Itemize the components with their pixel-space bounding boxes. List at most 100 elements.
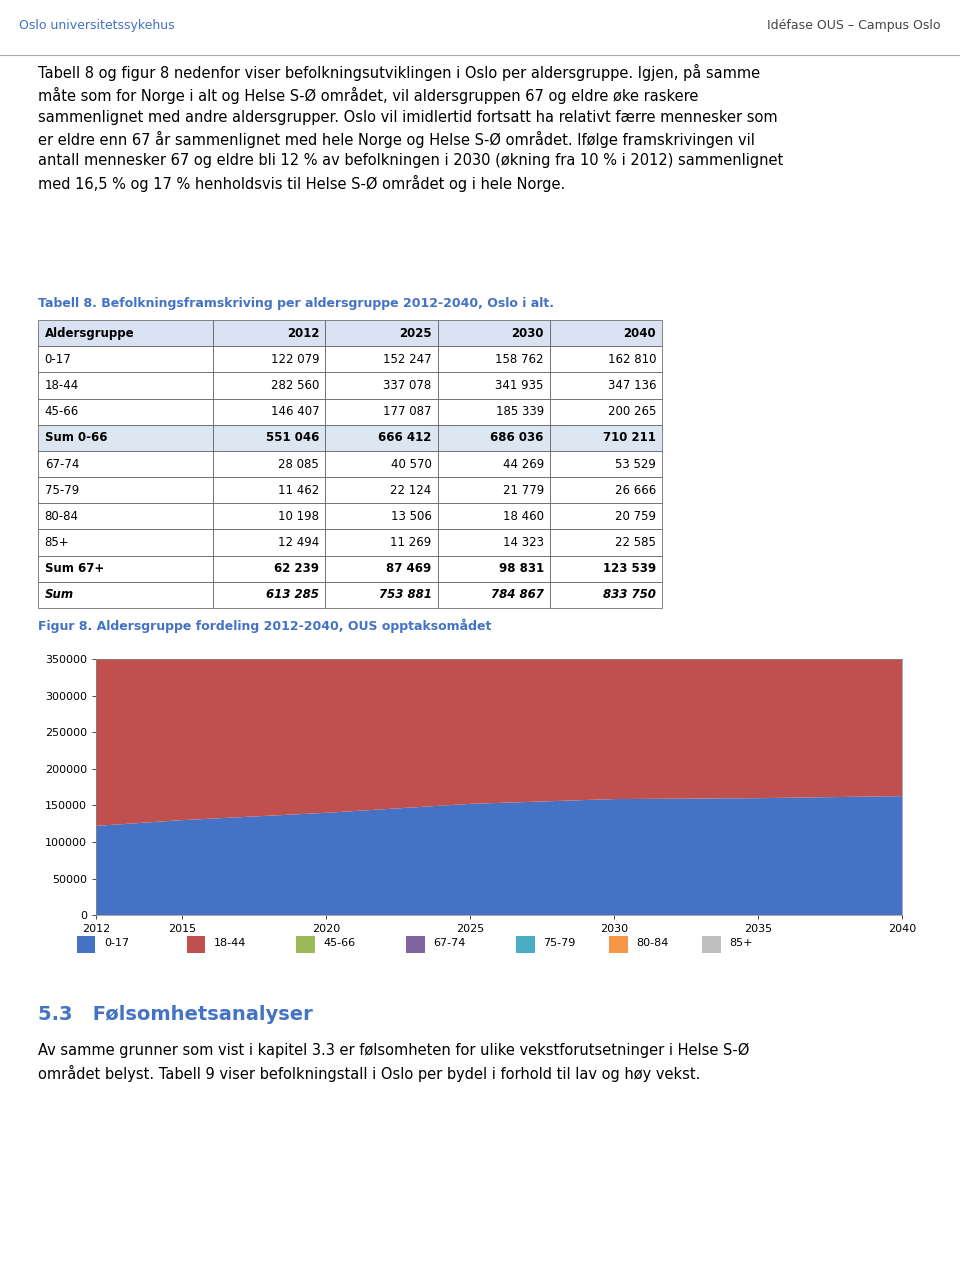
Text: 666 412: 666 412 (378, 431, 432, 444)
Bar (325, 582, 438, 608)
Text: 152 247: 152 247 (383, 353, 432, 366)
Bar (38, 320, 213, 346)
Bar (38, 425, 213, 451)
Text: 75-79: 75-79 (44, 484, 79, 497)
Bar (213, 556, 325, 582)
Text: Sum 0-66: Sum 0-66 (44, 431, 108, 444)
Bar (438, 477, 550, 503)
Text: 2025: 2025 (399, 326, 432, 339)
Text: Figur 8. Aldersgruppe fordeling 2012-2040, OUS opptaksomådet: Figur 8. Aldersgruppe fordeling 2012-204… (38, 618, 492, 634)
Text: 85+: 85+ (729, 938, 753, 948)
Bar (38, 372, 213, 398)
Bar (213, 346, 325, 372)
Bar (702, 936, 721, 952)
Text: 22 585: 22 585 (615, 536, 657, 549)
Bar (38, 346, 213, 372)
Bar (325, 425, 438, 451)
Bar (213, 582, 325, 608)
Bar (550, 530, 662, 556)
Bar (213, 398, 325, 425)
Bar (550, 372, 662, 398)
Text: 833 750: 833 750 (603, 589, 657, 602)
Text: Sum 67+: Sum 67+ (44, 562, 104, 575)
Text: 123 539: 123 539 (603, 562, 657, 575)
Text: 0-17: 0-17 (44, 353, 71, 366)
Text: 0-17: 0-17 (104, 938, 129, 948)
Text: Tabell 8. Befolkningsframskriving per aldersgruppe 2012-2040, Oslo i alt.: Tabell 8. Befolkningsframskriving per al… (38, 297, 555, 310)
Text: Oslo universitetssykehus: Oslo universitetssykehus (19, 19, 175, 32)
Text: 11 269: 11 269 (391, 536, 432, 549)
Bar (438, 582, 550, 608)
Bar (213, 451, 325, 477)
Bar (325, 503, 438, 530)
Bar (550, 582, 662, 608)
Bar (297, 936, 315, 952)
Text: 158 762: 158 762 (495, 353, 544, 366)
Text: 2040: 2040 (624, 326, 657, 339)
Text: 162 810: 162 810 (608, 353, 657, 366)
Bar (438, 503, 550, 530)
Text: 282 560: 282 560 (271, 379, 319, 392)
Text: Idéfase OUS – Campus Oslo: Idéfase OUS – Campus Oslo (767, 19, 941, 32)
Bar (325, 556, 438, 582)
Bar (438, 346, 550, 372)
Text: 5.3   Følsomhetsanalyser: 5.3 Følsomhetsanalyser (38, 1005, 313, 1024)
Text: 146 407: 146 407 (271, 406, 319, 419)
Text: Aldersgruppe: Aldersgruppe (44, 326, 134, 339)
Text: 62 239: 62 239 (275, 562, 319, 575)
Bar (438, 530, 550, 556)
Text: 347 136: 347 136 (608, 379, 657, 392)
Bar (438, 425, 550, 451)
Text: 13 506: 13 506 (391, 509, 432, 522)
Bar (38, 398, 213, 425)
Bar (550, 398, 662, 425)
Text: 18-44: 18-44 (44, 379, 79, 392)
Text: 10 198: 10 198 (278, 509, 319, 522)
Text: 20 759: 20 759 (615, 509, 657, 522)
Text: Sum: Sum (44, 589, 74, 602)
Text: 784 867: 784 867 (491, 589, 544, 602)
Text: 122 079: 122 079 (271, 353, 319, 366)
Bar (325, 398, 438, 425)
Text: 45-66: 45-66 (44, 406, 79, 419)
Text: 710 211: 710 211 (603, 431, 657, 444)
Text: 21 779: 21 779 (503, 484, 544, 497)
Text: 14 323: 14 323 (503, 536, 544, 549)
Bar (438, 556, 550, 582)
Text: 12 494: 12 494 (278, 536, 319, 549)
Bar (550, 425, 662, 451)
Bar (325, 451, 438, 477)
Bar (38, 477, 213, 503)
Bar (325, 372, 438, 398)
Text: 2012: 2012 (287, 326, 319, 339)
Bar (213, 425, 325, 451)
Bar (77, 936, 95, 952)
Text: 613 285: 613 285 (266, 589, 319, 602)
Text: 75-79: 75-79 (543, 938, 575, 948)
Bar (213, 372, 325, 398)
Text: 28 085: 28 085 (278, 457, 319, 471)
Bar (213, 530, 325, 556)
Text: 2030: 2030 (512, 326, 544, 339)
Text: 85+: 85+ (44, 536, 69, 549)
Bar (550, 451, 662, 477)
Text: 341 935: 341 935 (495, 379, 544, 392)
Bar (550, 346, 662, 372)
Text: Av samme grunner som vist i kapitel 3.3 er følsomheten for ulike vekstforutsetni: Av samme grunner som vist i kapitel 3.3 … (38, 1043, 750, 1082)
Text: 26 666: 26 666 (615, 484, 657, 497)
Bar (38, 556, 213, 582)
Text: 18 460: 18 460 (503, 509, 544, 522)
Bar (213, 503, 325, 530)
Text: 11 462: 11 462 (278, 484, 319, 497)
Bar (325, 346, 438, 372)
Bar (38, 451, 213, 477)
Text: 18-44: 18-44 (214, 938, 246, 948)
Bar (550, 477, 662, 503)
Text: 67-74: 67-74 (433, 938, 466, 948)
Bar (325, 320, 438, 346)
Text: 67-74: 67-74 (44, 457, 79, 471)
Bar (38, 503, 213, 530)
Text: 53 529: 53 529 (615, 457, 657, 471)
Text: 45-66: 45-66 (324, 938, 355, 948)
Bar (213, 477, 325, 503)
